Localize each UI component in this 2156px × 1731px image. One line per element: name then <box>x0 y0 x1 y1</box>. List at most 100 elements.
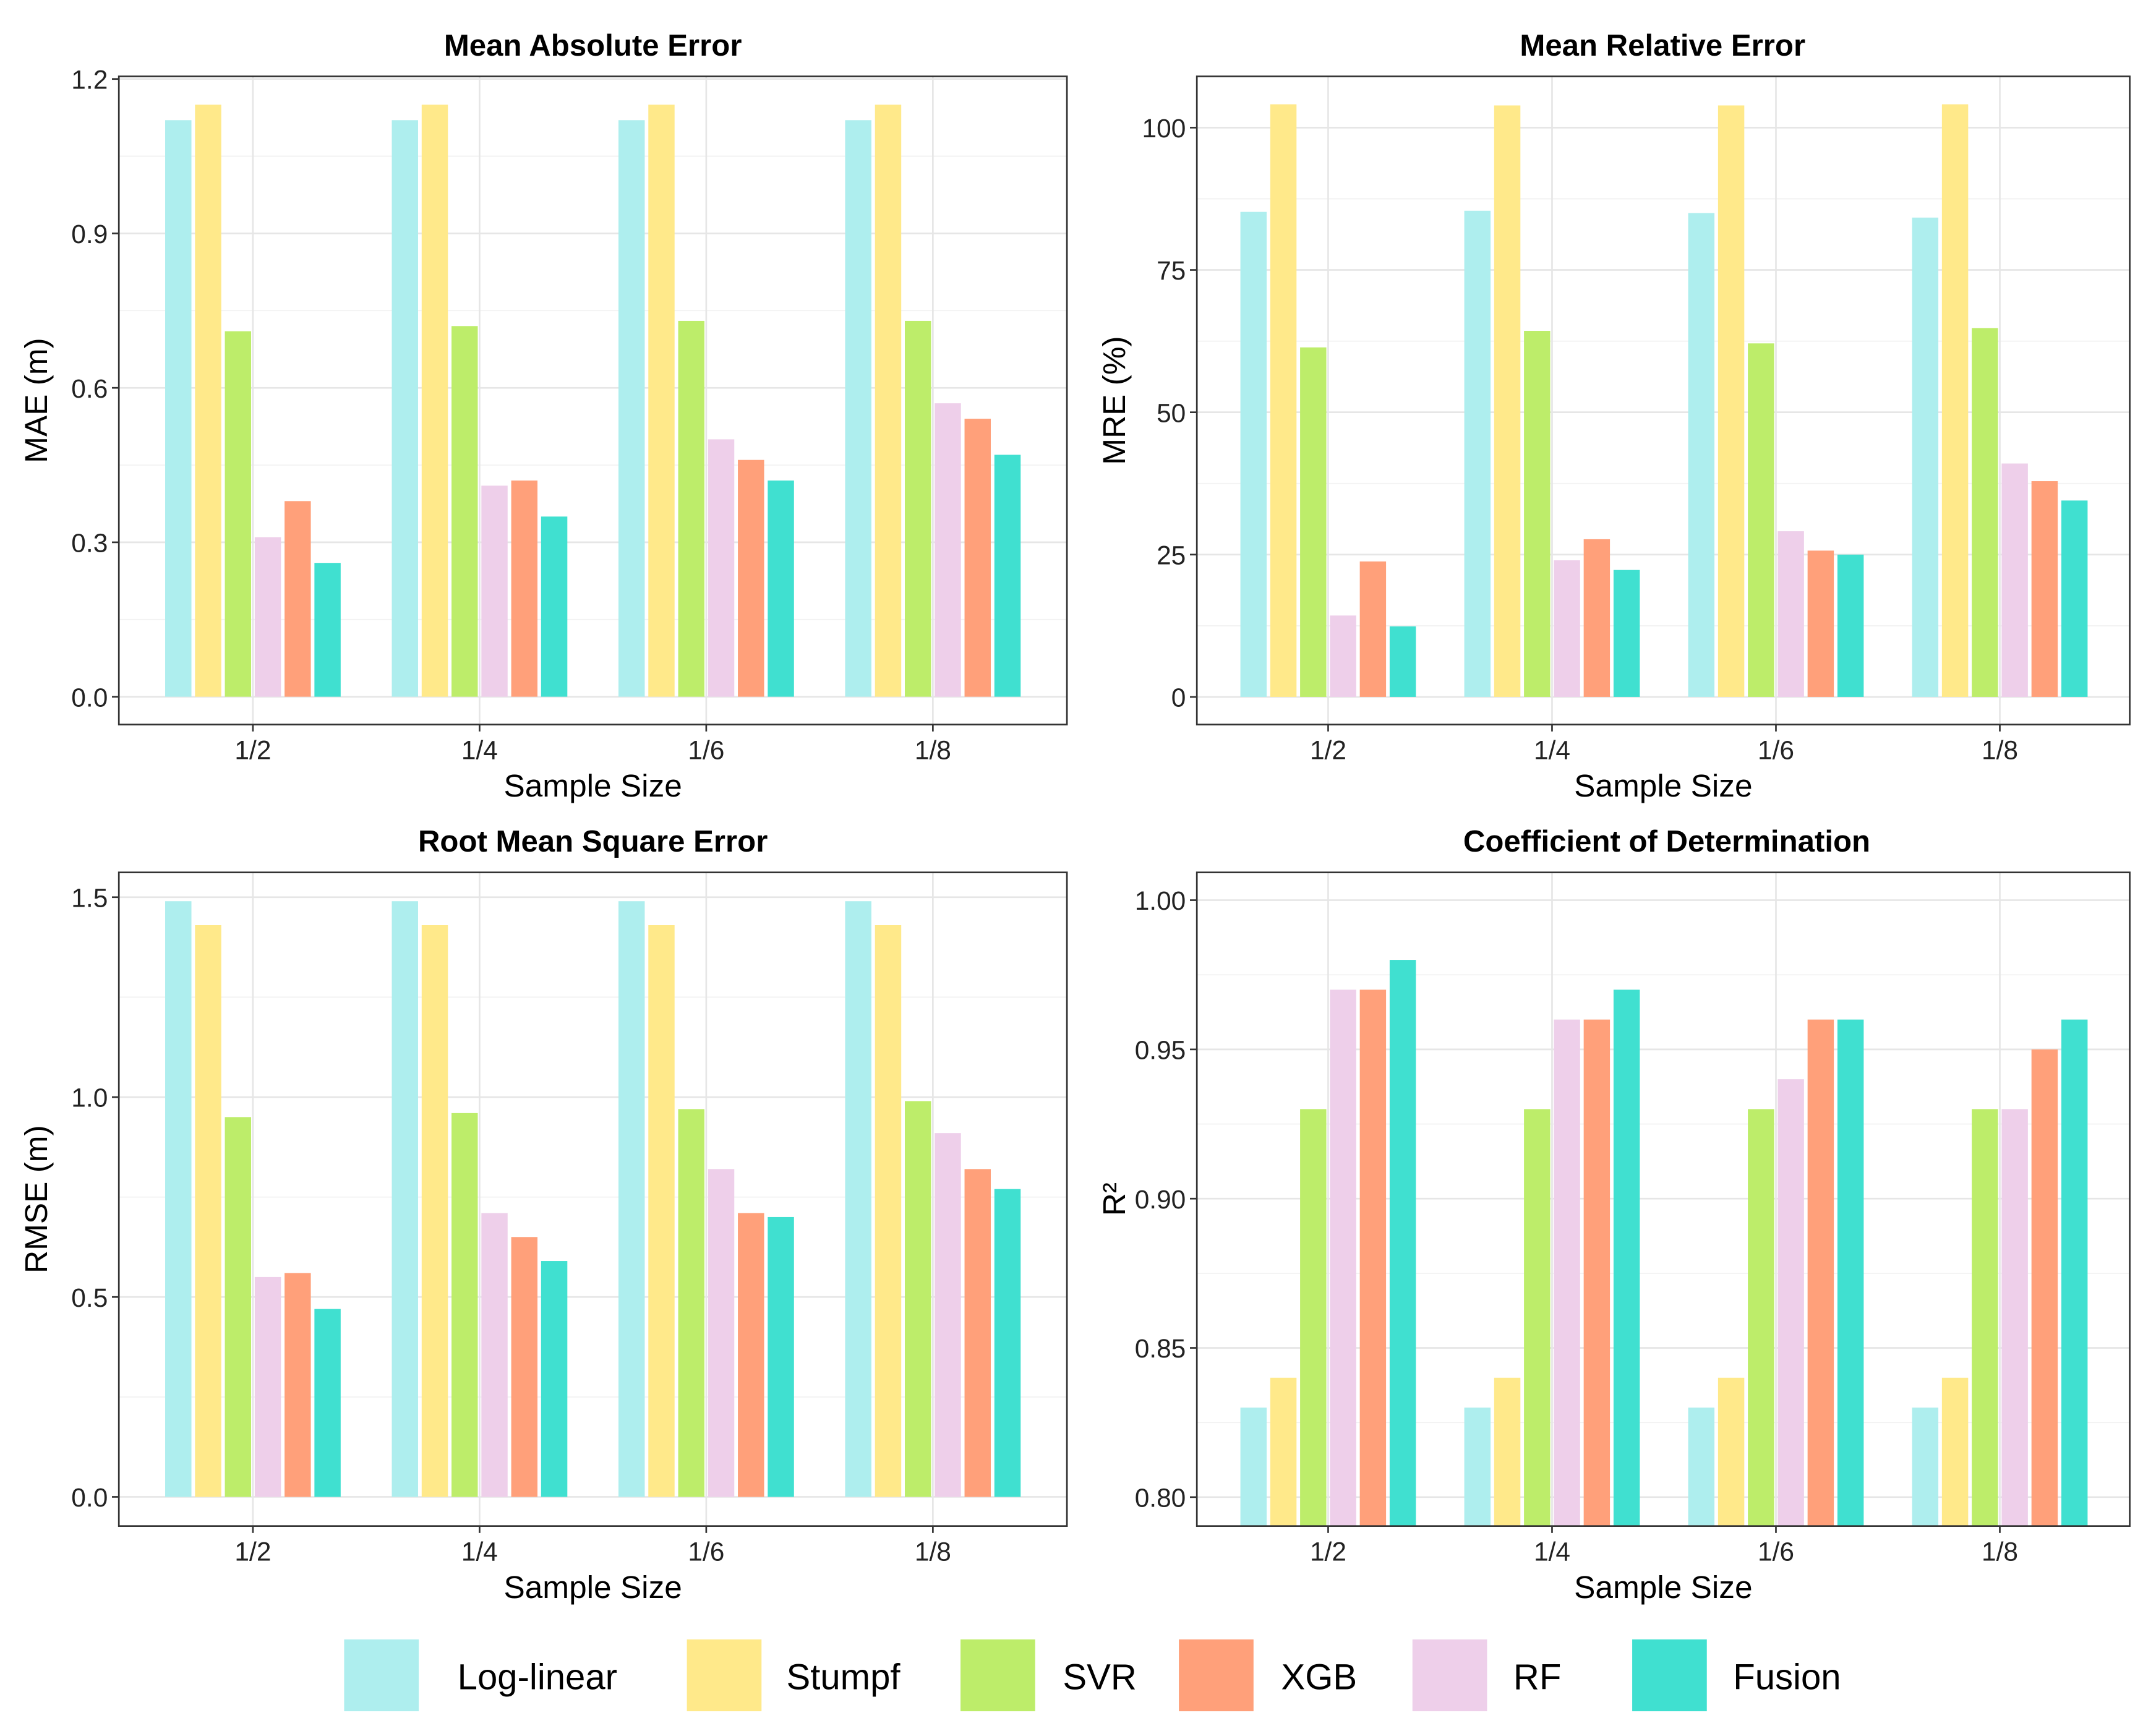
y-tick-label: 0.9 <box>71 220 108 249</box>
bar-rf-1-6 <box>708 1169 735 1497</box>
bar-rf-1-6 <box>1777 531 1804 697</box>
bar-svr-1-6 <box>678 320 704 697</box>
legend-swatch <box>1179 1639 1254 1712</box>
x-axis-label: Sample Size <box>1574 1569 1752 1605</box>
chart-title: Root Mean Square Error <box>418 824 768 858</box>
legend-label: Log-linear <box>458 1657 617 1697</box>
bar-fusion-1-4 <box>541 516 568 697</box>
bar-log-linear-1-4 <box>391 901 418 1497</box>
bar-stumpf-1-8 <box>1941 104 1969 697</box>
bar-stumpf-1-8 <box>875 105 902 697</box>
legend-item-stumpf: Stumpf <box>687 1639 900 1712</box>
panel-border <box>1196 75 2131 725</box>
legend-label: Fusion <box>1733 1657 1841 1697</box>
bar-xgb-1-8 <box>964 1169 991 1497</box>
bar-log-linear-1-6 <box>1688 1408 1715 1526</box>
bar-fusion-1-2 <box>1389 960 1416 1526</box>
bar-fusion-1-6 <box>768 480 794 697</box>
y-tick-label: 0.5 <box>71 1283 108 1312</box>
bar-log-linear-1-8 <box>845 901 871 1497</box>
bar-fusion-1-6 <box>1837 554 1864 697</box>
bar-xgb-1-6 <box>1807 1019 1834 1526</box>
bar-fusion-1-6 <box>1837 1019 1864 1526</box>
bar-rf-1-6 <box>1777 1079 1804 1526</box>
x-tick-label: 1/8 <box>915 735 951 764</box>
bar-xgb-1-4 <box>511 1237 538 1497</box>
legend: Log-linear Stumpf SVR XGB RF Fusion <box>344 1639 1841 1712</box>
x-axis-label: Sample Size <box>503 767 682 803</box>
legend-label: RF <box>1513 1657 1561 1697</box>
bar-rf-1-6 <box>708 439 735 697</box>
bar-svr-1-8 <box>1972 328 1998 697</box>
bar-log-linear-1-8 <box>1912 1408 1939 1526</box>
bar-svr-1-2 <box>1300 347 1327 697</box>
x-tick-label: 1/6 <box>688 735 724 764</box>
bar-log-linear-1-2 <box>1240 1408 1267 1526</box>
bar-stumpf-1-8 <box>875 925 902 1497</box>
x-tick-label: 1/8 <box>915 1537 951 1566</box>
bar-log-linear-1-8 <box>845 120 871 697</box>
legend-label: SVR <box>1063 1657 1136 1697</box>
bar-rf-1-2 <box>1330 615 1356 697</box>
bar-svr-1-6 <box>1748 1109 1774 1526</box>
y-axis-label: MRE (%) <box>1096 336 1132 464</box>
x-tick-label: 1/2 <box>234 1537 271 1566</box>
x-tick-label: 1/4 <box>461 735 498 764</box>
bar-log-linear-1-2 <box>165 901 192 1497</box>
y-tick-label: 0.85 <box>1135 1334 1186 1363</box>
chart-title: Coefficient of Determination <box>1463 824 1870 858</box>
legend-swatch <box>687 1639 762 1712</box>
panel-rmsem: 0.0 0.5 1.0 1.5 1/2 1/4 1/6 1/8 Root Mean Square… <box>18 824 1068 1605</box>
x-tick-label: 1/6 <box>688 1537 724 1566</box>
y-tick-label: 0.90 <box>1135 1185 1186 1214</box>
x-tick-label: 1/4 <box>1534 1537 1570 1566</box>
bar-stumpf-1-6 <box>648 105 675 697</box>
bar-rf-1-4 <box>481 1213 508 1497</box>
bar-xgb-1-6 <box>738 459 764 697</box>
bar-stumpf-1-6 <box>648 925 675 1497</box>
y-tick-label: 50 <box>1157 398 1186 427</box>
legend-label: Stumpf <box>786 1657 900 1697</box>
y-tick-label: 0.80 <box>1135 1483 1186 1512</box>
bar-rf-1-4 <box>1554 560 1580 697</box>
bar-stumpf-1-8 <box>1941 1377 1969 1526</box>
bar-fusion-1-2 <box>314 1309 341 1497</box>
bar-xgb-1-2 <box>284 501 311 697</box>
bar-xgb-1-6 <box>1807 550 1834 697</box>
bar-xgb-1-2 <box>284 1273 311 1497</box>
y-tick-label: 1.00 <box>1135 886 1186 915</box>
bar-svr-1-2 <box>1300 1109 1327 1526</box>
bar-svr-1-6 <box>678 1109 704 1497</box>
x-axis-label: Sample Size <box>1574 767 1752 803</box>
panel-mre: 0 25 50 75 100 1/2 1/4 1/6 1/8 Mean Relative Erro… <box>1096 28 2131 803</box>
bar-svr-1-6 <box>1748 343 1774 697</box>
bar-fusion-1-4 <box>1613 989 1640 1526</box>
bar-log-linear-1-2 <box>165 120 192 697</box>
bar-stumpf-1-4 <box>421 925 448 1497</box>
bar-rf-1-2 <box>254 1276 281 1497</box>
x-tick-label: 1/2 <box>1310 735 1346 764</box>
x-tick-label: 1/8 <box>1982 735 2018 764</box>
legend-swatch <box>1412 1639 1487 1712</box>
bar-xgb-1-2 <box>1359 561 1387 697</box>
y-tick-label: 1.5 <box>71 883 108 912</box>
y-tick-label: 100 <box>1142 114 1186 143</box>
bar-fusion-1-2 <box>314 563 341 697</box>
bar-svr-1-4 <box>451 1113 478 1497</box>
bar-xgb-1-6 <box>738 1213 764 1497</box>
y-tick-label: 0 <box>1171 683 1186 712</box>
bar-stumpf-1-6 <box>1718 1377 1745 1526</box>
y-tick-label: 1.2 <box>71 65 108 94</box>
panel-border <box>118 75 1068 725</box>
bar-svr-1-8 <box>905 320 931 697</box>
bar-svr-1-2 <box>225 1117 252 1497</box>
bar-xgb-1-4 <box>1583 1019 1611 1526</box>
bar-fusion-1-8 <box>994 1189 1021 1497</box>
legend-swatch <box>960 1639 1035 1712</box>
x-tick-label: 1/4 <box>1534 735 1570 764</box>
bar-log-linear-1-6 <box>618 120 645 697</box>
y-tick-label: 75 <box>1157 256 1186 285</box>
y-tick-label: 0.0 <box>71 683 108 712</box>
bar-xgb-1-4 <box>511 480 538 697</box>
